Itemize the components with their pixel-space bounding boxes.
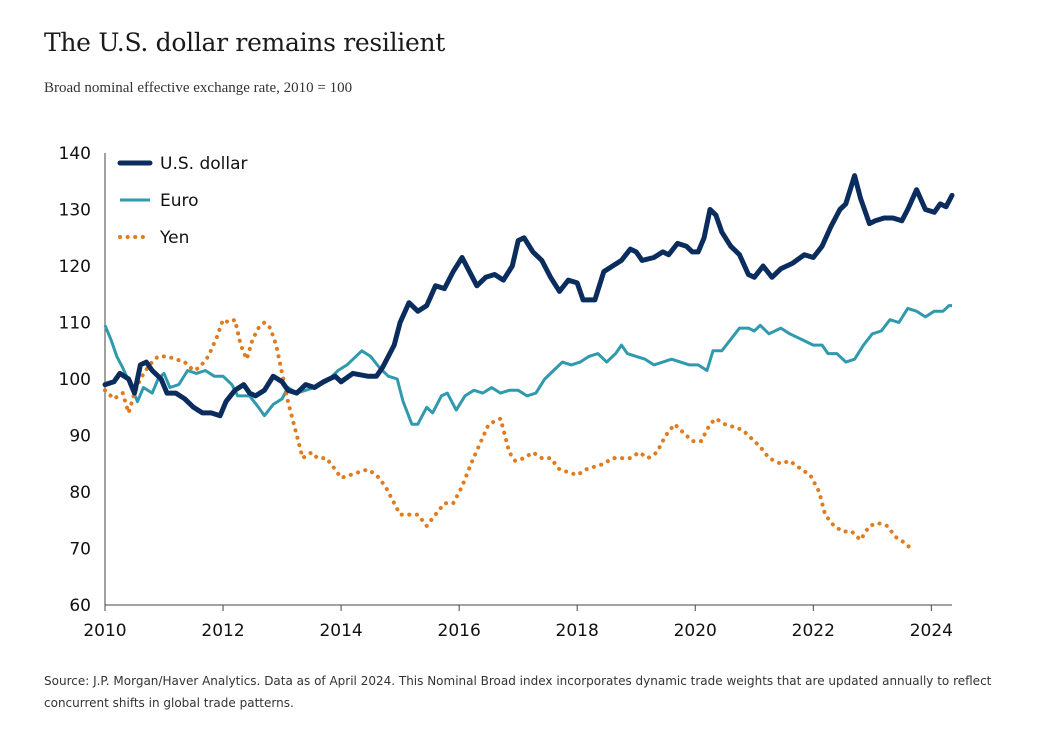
- y-tick-label: 130: [59, 201, 91, 221]
- y-tick-label: 90: [69, 427, 91, 447]
- x-tick-label: 2020: [674, 621, 717, 641]
- series-line-yen: [103, 316, 916, 554]
- y-tick-label: 80: [69, 483, 91, 503]
- series-line-euro: [103, 304, 952, 426]
- x-tick-label: 2016: [438, 621, 481, 641]
- y-tick-label: 140: [59, 144, 91, 164]
- y-tick-label: 60: [69, 596, 91, 616]
- chart-subtitle: Broad nominal effective exchange rate, 2…: [44, 80, 353, 96]
- y-tick-label: 70: [69, 540, 91, 560]
- legend-label: Euro: [160, 191, 199, 211]
- x-tick-label: 2012: [201, 621, 244, 641]
- series-line-u-s-dollar: [102, 173, 955, 419]
- x-tick-label: 2010: [83, 621, 126, 641]
- x-tick-label: 2014: [319, 621, 362, 641]
- y-tick-label: 120: [59, 257, 91, 277]
- chart-title: The U.S. dollar remains resilient: [44, 28, 446, 57]
- x-tick-label: 2018: [556, 621, 599, 641]
- x-tick-label: 2022: [792, 621, 835, 641]
- y-tick-label: 100: [59, 370, 91, 390]
- y-tick-label: 110: [59, 314, 91, 334]
- legend-label: Yen: [159, 228, 189, 248]
- legend-label: U.S. dollar: [160, 154, 248, 174]
- x-tick-label: 2024: [910, 621, 953, 641]
- source-note: Source: J.P. Morgan/Haver Analytics. Dat…: [44, 674, 992, 710]
